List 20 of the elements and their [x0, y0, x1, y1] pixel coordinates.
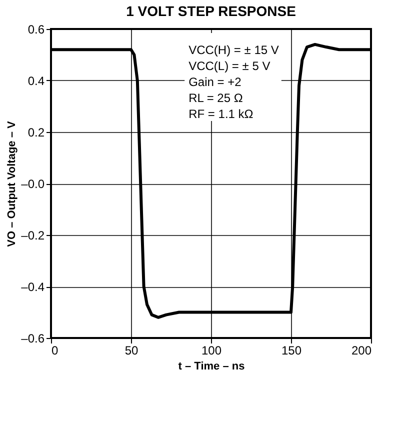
x-tick-label: 150 [281, 344, 302, 358]
y-tick-label: –0.0 [21, 177, 45, 191]
x-tick-label: 0 [52, 344, 58, 358]
annotation: RF = 1.1 kΩ [188, 107, 254, 121]
y-tick-label: 0.4 [28, 74, 45, 88]
annotation: VCC(H) = ± 15 V [188, 43, 279, 57]
chart-title: 1 VOLT STEP RESPONSE [126, 3, 296, 19]
x-tick-label: 100 [201, 344, 222, 358]
annotation: RL = 25 Ω [188, 91, 243, 105]
x-axis-title: t – Time – ns [178, 360, 245, 372]
annotation: VCC(L) = ± 5 V [188, 59, 270, 73]
x-tick-label: 200 [351, 344, 372, 358]
y-axis-title: VO – Output Voltage – V [6, 120, 18, 247]
y-tick-label: –0.4 [21, 280, 45, 294]
y-tick-label: 0.2 [28, 126, 45, 140]
y-tick-label: –0.6 [21, 332, 45, 346]
y-tick-label: 0.6 [28, 22, 45, 36]
x-tick-label: 50 [124, 344, 138, 358]
annotation: Gain = +2 [188, 75, 242, 89]
y-tick-label: –0.2 [21, 228, 45, 242]
